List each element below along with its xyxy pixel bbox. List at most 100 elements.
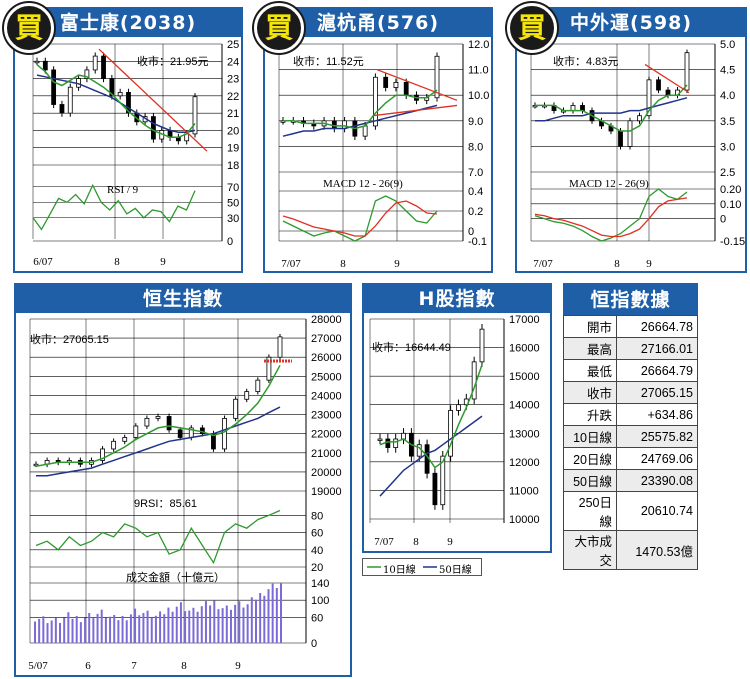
hsi-volume-bar [154,615,157,643]
table-row: 收市 27065.15 [563,381,698,404]
hs-price-tick-label: 14000 [509,400,540,412]
htc-macd-tick-label: -0.1 [468,236,487,248]
hsi-volume-bar [113,614,116,643]
hsi-table-title: 恒指數據 [563,283,698,315]
fsk-candle [84,69,90,79]
x-tick-label: 8 [340,258,346,270]
zwy-candle [656,79,661,91]
row-key: 10日線 [563,425,617,448]
htc-price-tick-label: 7.0 [468,167,483,179]
x-tick-label: 9 [646,258,652,270]
hsi-title: 恒生指數 [16,285,350,313]
hsi-candle [255,379,261,393]
hs-price-tick-label: 16000 [509,343,540,355]
hsi-volume-bar [134,608,137,643]
ma10-legend-label: 10日線 [383,565,416,576]
x-tick-label: 8 [181,660,187,672]
hsi-close-label: 收市：27065.15 [30,332,109,346]
hsi-volume-bar [179,602,182,643]
hsi-volume-bar [167,607,170,643]
hsi-volume-bar [192,607,195,643]
hsi-vol-tick-label: 60 [311,612,323,624]
zwy-candle [665,89,671,96]
hs-ma50-line [379,415,483,497]
hsi-volume-bar [204,601,207,643]
hsi-price-tick-label: 25000 [311,371,342,383]
zwy-macd-tick-label: 0.10 [720,199,741,211]
hs-candle [440,455,446,506]
hsi-volume-bar [150,617,153,643]
htc-macd-tick-label: 0.2 [468,206,483,218]
hsi-volume-bar [109,616,112,643]
zwy-candle [618,130,623,147]
fsk-candle [67,86,73,114]
htc-price-tick-label: 10.0 [468,90,489,102]
table-row: 開市 26664.78 [563,315,698,338]
hs-candle [401,432,406,440]
hsi-price-tick-label: 27000 [311,333,342,345]
hsi-volume-bar [79,622,82,643]
x-tick-label: 6/07 [33,256,53,268]
htc-macd-label: MACD 12 - 26(9) [323,178,403,190]
htc-price-tick-label: 11.0 [468,65,489,77]
htc-candle [393,82,399,88]
hsi-candle [155,416,161,419]
hs-price-tick-label: 10000 [509,514,540,526]
zwy-panel: 中外運(598) 5.0 4.5 4.0 3.5 3.0 2.5 收市：4.83元 0.20 0… [515,7,747,273]
hsi-volume-bar [250,597,253,643]
hs-candle [471,361,477,400]
hsi-candle [111,440,117,450]
fsk-rsi-tick-label: 50 [227,197,239,209]
htc-price-tick-label: 12.0 [468,39,489,51]
fsk-price-tick-label: 22 [227,91,239,103]
hsi-vol-tick-label: 140 [311,578,329,590]
row-key: 250日線 [563,491,617,531]
row-key: 收市 [563,381,617,404]
hsi-volume-bar [225,605,228,643]
htc-macd-tick-label: 0 [468,226,474,238]
hsi-volume-bar [46,623,49,643]
hsi-volume-bar [184,611,187,643]
hsi-price-tick-label: 23000 [311,410,342,422]
hsi-volume-bar [125,620,128,643]
x-tick-label: 9 [235,660,241,672]
hsi-rsi-tick-label: 20 [311,562,323,574]
zwy-price-tick-label: 4.0 [720,90,735,102]
hsi-price-tick-label: 26000 [311,352,342,364]
hsi-volume-bar [129,614,132,643]
hsi-volume-bar [59,622,62,643]
fsk-candle [51,69,57,105]
zwy-signal-line [534,197,688,238]
zwy-candle [646,79,652,117]
table-row: 10日線 25575.82 [563,425,698,448]
row-key: 最高 [563,337,617,360]
row-value: +634.86 [616,403,698,426]
htc-candle [383,76,389,88]
zwy-price-tick-label: 2.5 [720,167,735,179]
hsi-candle [177,429,183,438]
fsk-candle [192,96,198,135]
htc-candle [342,120,347,129]
hsi-panel: 恒生指數 28000 27000 26000 25000 24000 23000 22000… [14,283,352,677]
hsi-volume-bar [238,601,241,643]
hsi-volume-bar [104,617,107,643]
hsi-volume-bar [275,588,278,643]
hsi-volume-bar [217,609,220,643]
row-value: 20610.74 [616,491,698,531]
zwy-buy-badge: 買 [507,3,557,53]
hsi-volume-bar [92,618,95,643]
hsi-volume-bar [100,609,103,643]
hsi-volume-bar [209,605,212,643]
x-tick-label: 9 [160,256,166,268]
table-row: 升跌 +634.86 [563,403,698,426]
hsi-candle [222,417,227,450]
hsi-volume-bar [254,599,257,643]
x-tick-label: 6 [85,660,91,672]
zwy-close-label: 收市：4.83元 [553,54,618,68]
zwy-price-tick-label: 3.5 [720,116,735,128]
table-row: 最高 27166.01 [563,337,698,360]
hsi-volume-bar [75,615,78,643]
fsk-panel: 富士康(2038) 25 24 23 22 21 20 19 18 收市：21.95元 70 50 3… [13,7,243,273]
hsi-candle [244,391,250,400]
hsi-volume-bar [96,613,99,643]
